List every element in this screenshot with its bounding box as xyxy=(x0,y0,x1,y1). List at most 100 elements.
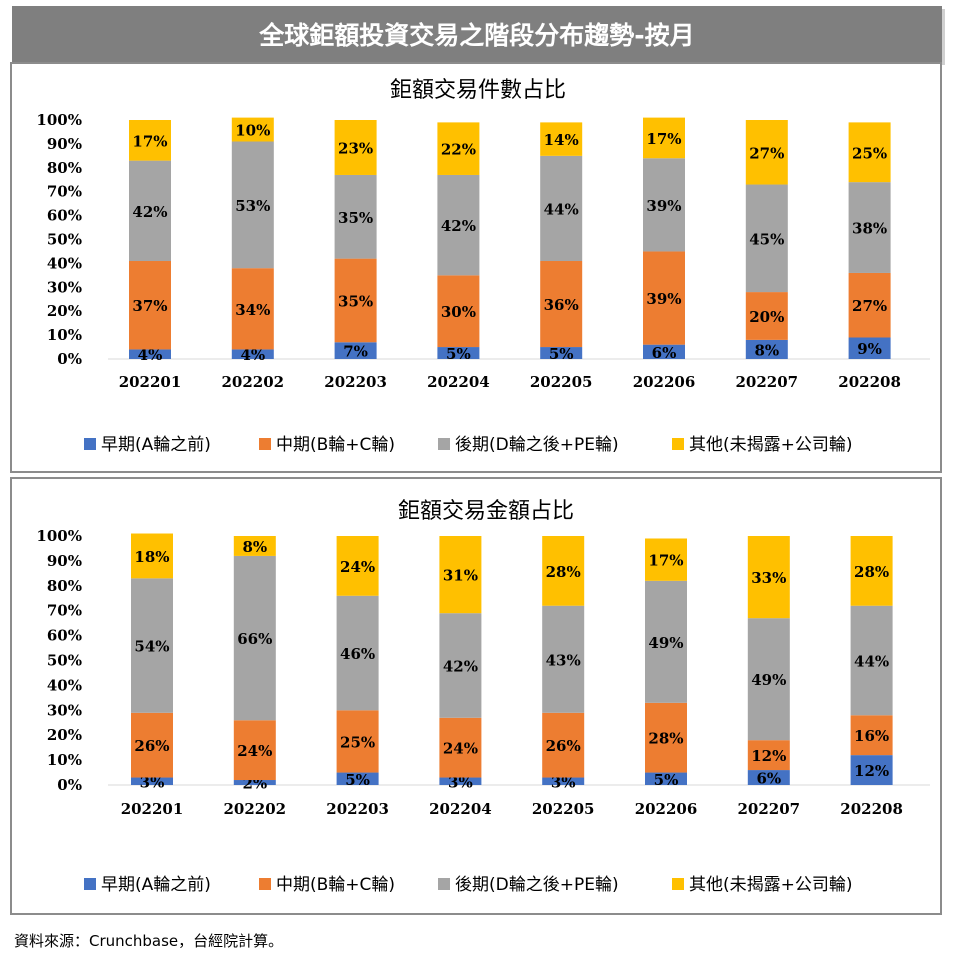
data-label: 49% xyxy=(648,634,683,652)
legend-swatch xyxy=(672,438,684,450)
data-label: 34% xyxy=(235,301,270,319)
y-tick-label: 10% xyxy=(47,326,82,344)
bar-segment xyxy=(848,272,891,338)
data-label: 35% xyxy=(338,209,373,227)
data-label: 12% xyxy=(751,747,786,765)
bar-segment xyxy=(439,717,482,778)
data-label: 24% xyxy=(237,742,272,760)
bar-segment xyxy=(747,770,790,785)
bar-segment xyxy=(233,720,276,781)
bar-segment xyxy=(542,536,585,606)
legend-swatch xyxy=(438,878,450,890)
bar-segment xyxy=(334,342,377,359)
data-label: 36% xyxy=(544,296,579,314)
bar-segment xyxy=(131,712,173,778)
bar-segment xyxy=(643,344,685,359)
data-label: 23% xyxy=(338,139,373,157)
x-tick-label: 202204 xyxy=(429,800,492,818)
data-label: 45% xyxy=(749,230,784,248)
data-label: 27% xyxy=(852,297,887,315)
data-label: 44% xyxy=(854,653,889,671)
bar-segment xyxy=(439,777,482,785)
data-label: 4% xyxy=(240,346,265,364)
bar-segment xyxy=(745,339,788,359)
data-label: 28% xyxy=(648,730,683,748)
data-label: 33% xyxy=(751,569,786,587)
bar-segment xyxy=(233,780,276,785)
data-label: 17% xyxy=(648,552,683,570)
y-tick-label: 80% xyxy=(47,577,82,595)
legend-label: 早期(A輪之前) xyxy=(101,875,211,895)
bar-segment xyxy=(850,755,893,785)
bar-segment xyxy=(848,182,891,273)
x-tick-label: 202202 xyxy=(223,800,286,818)
data-label: 28% xyxy=(546,563,581,581)
data-label: 66% xyxy=(237,630,272,648)
data-label: 3% xyxy=(140,773,165,791)
bar-segment xyxy=(643,158,685,252)
bar-segment xyxy=(848,122,891,183)
page-title: 全球鉅額投資交易之階段分布趨勢-按月 xyxy=(12,6,942,62)
bar-segment xyxy=(131,777,173,785)
data-label: 12% xyxy=(854,762,889,780)
bar-segment xyxy=(129,120,171,161)
bar-segment xyxy=(336,595,379,711)
y-tick-label: 20% xyxy=(47,726,82,744)
bar-segment xyxy=(542,777,585,785)
x-tick-label: 202203 xyxy=(326,800,389,818)
bar-segment xyxy=(848,337,891,359)
data-label: 7% xyxy=(343,343,368,361)
bar-segment xyxy=(334,258,377,343)
x-tick-label: 202207 xyxy=(737,800,800,818)
bar-segment xyxy=(129,349,171,359)
bar-segment xyxy=(542,712,585,778)
chart-panel-count: 鉅額交易件數占比 0% 10% 20% 30% 40% 50% 60% 70% 80% 90% 100… xyxy=(10,62,942,473)
data-label: 24% xyxy=(340,558,375,576)
data-label: 28% xyxy=(854,563,889,581)
x-tick-label: 202201 xyxy=(121,800,184,818)
data-label: 25% xyxy=(340,733,375,751)
chart-count: 鉅額交易件數占比 0% 10% 20% 30% 40% 50% 60% 70% 80% 90% 100… xyxy=(36,78,930,455)
legend-label: 其他(未揭露+公司輪) xyxy=(689,435,853,455)
data-label: 44% xyxy=(544,200,579,218)
x-tick-label: 202207 xyxy=(735,373,798,391)
y-tick-label: 20% xyxy=(47,302,82,320)
data-label: 49% xyxy=(751,671,786,689)
bar-segment xyxy=(850,536,893,606)
legend-label: 後期(D輪之後+PE輪) xyxy=(455,435,619,455)
y-tick-label: 100% xyxy=(36,527,82,545)
bar-segment xyxy=(643,251,685,345)
bar-segment xyxy=(645,772,687,785)
bar-segment xyxy=(334,174,377,259)
bar-segment xyxy=(231,117,274,142)
bar-segment xyxy=(231,268,274,350)
y-tick-label: 0% xyxy=(57,776,82,794)
bar-segment xyxy=(437,122,480,175)
data-label: 5% xyxy=(654,771,679,789)
data-label: 27% xyxy=(749,144,784,162)
x-tick-label: 202208 xyxy=(840,800,903,818)
bar-segment xyxy=(645,580,687,703)
chart-title: 鉅額交易件數占比 xyxy=(390,78,566,103)
bar-segment xyxy=(747,618,790,741)
data-label: 37% xyxy=(132,297,167,315)
bar-segment xyxy=(336,710,379,773)
data-label: 39% xyxy=(646,290,681,308)
data-label: 9% xyxy=(857,340,882,358)
data-label: 4% xyxy=(138,346,163,364)
x-tick-label: 202208 xyxy=(838,373,901,391)
data-label: 42% xyxy=(443,657,478,675)
data-label: 16% xyxy=(854,727,889,745)
x-tick-label: 202205 xyxy=(530,373,593,391)
y-tick-label: 10% xyxy=(47,751,82,769)
bar-segment xyxy=(231,349,274,359)
data-label: 53% xyxy=(235,197,270,215)
data-label: 24% xyxy=(443,740,478,758)
data-label: 5% xyxy=(446,345,471,363)
y-tick-label: 0% xyxy=(57,350,82,368)
data-label: 31% xyxy=(443,567,478,585)
data-label: 5% xyxy=(345,771,370,789)
bar-segment xyxy=(747,740,790,771)
bar-segment xyxy=(745,292,788,340)
data-label: 6% xyxy=(756,770,781,788)
